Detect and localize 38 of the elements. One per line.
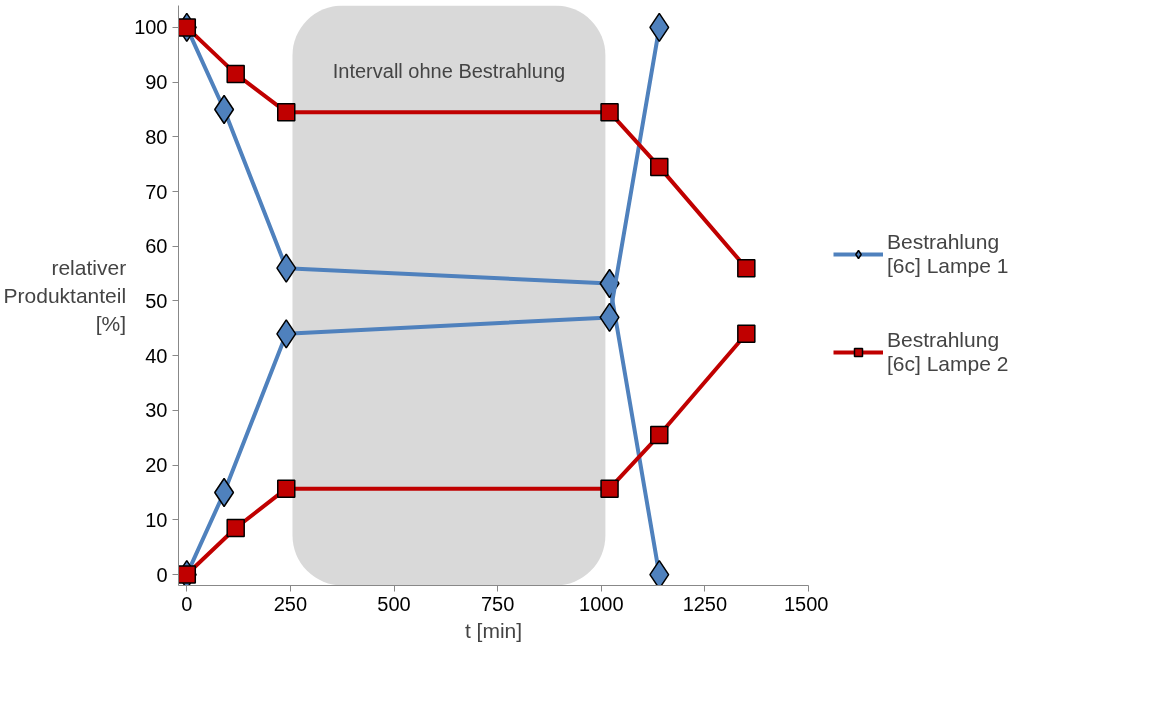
point: [276, 253, 297, 283]
y-tick-label: 20: [145, 454, 168, 477]
y-tick-label: 90: [145, 71, 168, 94]
x-tick-label: 1500: [784, 592, 829, 615]
point: [737, 258, 756, 278]
x-tick-label: 0: [181, 592, 193, 615]
x-tick-label: 500: [377, 592, 411, 615]
x-tick-label: 750: [480, 592, 515, 615]
y-tick-label: 0: [156, 563, 168, 586]
point: [178, 18, 197, 37]
y-tick-label: 100: [134, 16, 168, 39]
point: [226, 518, 245, 538]
point: [737, 324, 756, 344]
point: [277, 102, 296, 122]
x-axis-title: t [min]: [464, 618, 523, 642]
x-tick-label: 1250: [682, 592, 728, 615]
x-tick-label: 1000: [579, 592, 624, 615]
point: [600, 479, 619, 498]
x-tick-label: 250: [273, 592, 308, 615]
point: [226, 64, 245, 84]
point: [650, 157, 669, 177]
legend-label: Bestrahlung [6c] Lampe 1: [887, 230, 1009, 278]
point: [649, 559, 670, 586]
point: [650, 425, 669, 445]
point: [276, 319, 297, 349]
y-tick-label: 60: [145, 235, 168, 258]
y-tick-label: 40: [145, 344, 168, 367]
band-label: Intervall ohne Bestrahlung: [332, 60, 566, 83]
point: [600, 102, 619, 122]
y-tick-label: 50: [145, 289, 168, 312]
legend-label: Bestrahlung [6c] Lampe 2: [887, 328, 1009, 376]
y-tick-label: 10: [145, 508, 168, 531]
y-axis-title: relativer Produktanteil [%]: [3, 256, 127, 335]
y-tick-label: 80: [145, 125, 168, 148]
y-tick-label: 70: [145, 180, 168, 203]
y-tick-label: 30: [145, 399, 168, 422]
point: [277, 479, 296, 498]
point: [178, 565, 197, 584]
